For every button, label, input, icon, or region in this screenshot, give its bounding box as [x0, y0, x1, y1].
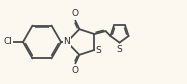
Text: S: S [95, 46, 101, 55]
Text: Cl: Cl [4, 37, 13, 47]
Text: S: S [117, 45, 122, 54]
Text: O: O [72, 9, 79, 18]
Text: N: N [64, 37, 70, 47]
Text: O: O [72, 66, 79, 75]
